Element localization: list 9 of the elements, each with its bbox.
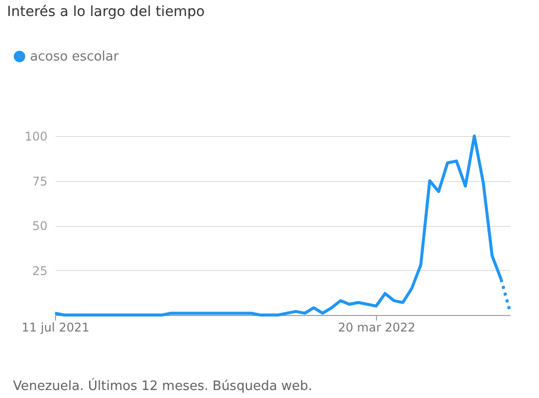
y-tick-label: 50 xyxy=(32,219,48,233)
y-tick-label: 100 xyxy=(24,130,48,144)
x-tick-label: 20 mar 2022 xyxy=(338,320,416,334)
legend-label: acoso escolar xyxy=(30,50,120,64)
y-tick-label: 75 xyxy=(32,174,48,188)
chart-title: Interés a lo largo del tiempo xyxy=(7,4,205,20)
y-tick-label: 25 xyxy=(32,264,48,278)
text: Venezuela. Últimos 12 meses. Búsqueda web. xyxy=(13,377,312,394)
x-tick-label: 11 jul 2021 xyxy=(22,320,90,334)
